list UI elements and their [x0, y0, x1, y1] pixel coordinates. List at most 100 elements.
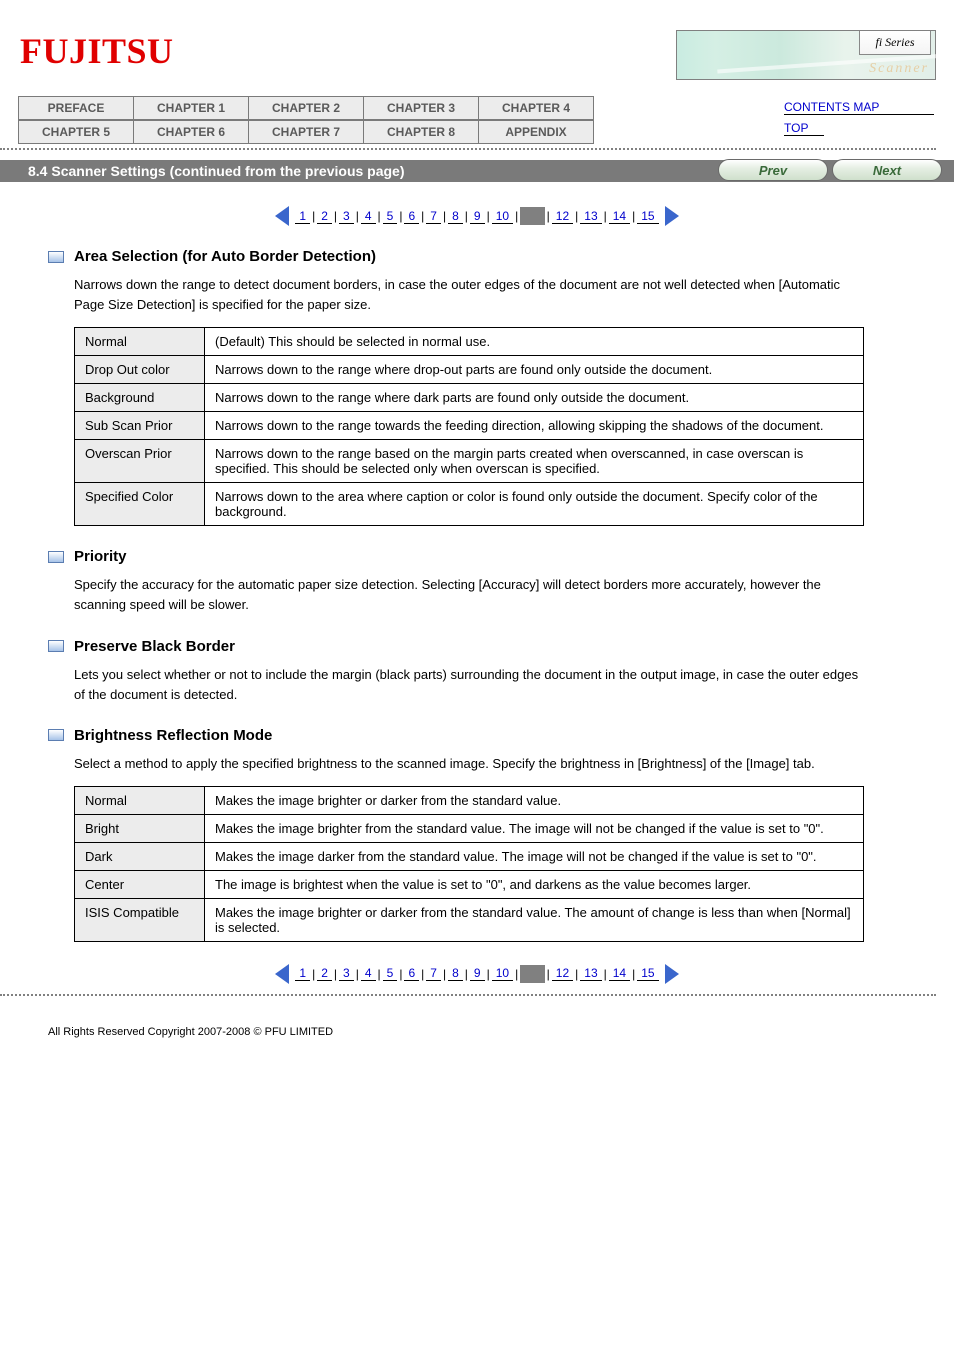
row-value: (Default) This should be selected in nor…: [205, 328, 864, 356]
pager-page-5[interactable]: 5: [383, 966, 398, 981]
pager-page-9[interactable]: 9: [470, 209, 485, 224]
pager-page-3[interactable]: 3: [339, 966, 354, 981]
pager-separator: |: [602, 967, 609, 981]
pager-page-14[interactable]: 14: [609, 966, 630, 981]
pager-page-2[interactable]: 2: [317, 209, 332, 224]
tab-chapter-2[interactable]: CHAPTER 2: [248, 96, 364, 120]
pager-page-15[interactable]: 15: [637, 966, 658, 981]
pager-separator: |: [630, 967, 637, 981]
pager-next-icon[interactable]: [665, 206, 679, 226]
pager-page-13[interactable]: 13: [580, 209, 601, 224]
fi-series-scanner-text: Scanner: [869, 61, 929, 77]
pager-page-5[interactable]: 5: [383, 209, 398, 224]
pager-separator: |: [419, 209, 426, 223]
tab-chapter-7[interactable]: CHAPTER 7: [248, 120, 364, 144]
tab-chapter-6[interactable]: CHAPTER 6: [133, 120, 249, 144]
row-key: Bright: [75, 814, 205, 842]
table-row: BrightMakes the image brighter from the …: [75, 814, 864, 842]
tab-chapter-1[interactable]: CHAPTER 1: [133, 96, 249, 120]
table-row: BackgroundNarrows down to the range wher…: [75, 384, 864, 412]
pager-page-4[interactable]: 4: [361, 966, 376, 981]
section-title: Priority: [74, 548, 127, 565]
pager-separator: |: [573, 967, 580, 981]
pager-separator: |: [485, 209, 492, 223]
pager-prev-icon[interactable]: [275, 964, 289, 984]
copyright-footer: All Rights Reserved Copyright 2007-2008 …: [48, 1026, 954, 1038]
tab-chapter-3[interactable]: CHAPTER 3: [363, 96, 479, 120]
pager-page-1[interactable]: 1: [295, 209, 310, 224]
table-row: Sub Scan PriorNarrows down to the range …: [75, 412, 864, 440]
pager-separator: |: [376, 967, 383, 981]
pager-separator: |: [602, 209, 609, 223]
pager-separator: |: [441, 967, 448, 981]
row-value: Narrows down to the range where dark par…: [205, 384, 864, 412]
pager-page-12[interactable]: 12: [552, 966, 573, 981]
pager-separator: |: [419, 967, 426, 981]
pager-next-icon[interactable]: [665, 964, 679, 984]
tab-preface[interactable]: PREFACE: [18, 96, 134, 120]
pager-page-12[interactable]: 12: [552, 209, 573, 224]
toc-links: CONTENTS MAP TOP: [784, 100, 934, 142]
pager-bottom: 1|2|3|4|5|6|7|8|9|10|11|12|13|14|15: [97, 964, 857, 984]
row-value: Narrows down to the range based on the m…: [205, 440, 864, 483]
table-row: CenterThe image is brightest when the va…: [75, 870, 864, 898]
row-key: Sub Scan Prior: [75, 412, 205, 440]
pager-page-8[interactable]: 8: [448, 209, 463, 224]
table-row: DarkMakes the image darker from the stan…: [75, 842, 864, 870]
pager-separator: |: [463, 967, 470, 981]
row-key: Center: [75, 870, 205, 898]
pager-separator: |: [463, 209, 470, 223]
row-key: Background: [75, 384, 205, 412]
pager-page-8[interactable]: 8: [448, 966, 463, 981]
prev-button[interactable]: Prev: [718, 159, 828, 181]
row-value: Narrows down to the area where caption o…: [205, 483, 864, 526]
row-value: Narrows down to the range towards the fe…: [205, 412, 864, 440]
section-priority: Priority Specify the accuracy for the au…: [48, 548, 868, 615]
pager-page-13[interactable]: 13: [580, 966, 601, 981]
pager-page-4[interactable]: 4: [361, 209, 376, 224]
pager-page-10[interactable]: 10: [492, 966, 513, 981]
link-top[interactable]: TOP: [784, 121, 824, 136]
table-brightness-mode: NormalMakes the image brighter or darker…: [74, 786, 864, 942]
section-title: Area Selection (for Auto Border Detectio…: [74, 248, 376, 265]
pager-page-6[interactable]: 6: [404, 966, 419, 981]
row-key: Drop Out color: [75, 356, 205, 384]
row-key: Specified Color: [75, 483, 205, 526]
pager-page-1[interactable]: 1: [295, 966, 310, 981]
pager-separator: |: [310, 967, 317, 981]
bullet-icon: [48, 729, 64, 741]
tab-chapter-4[interactable]: CHAPTER 4: [478, 96, 594, 120]
table-row: Specified ColorNarrows down to the area …: [75, 483, 864, 526]
pager-page-7[interactable]: 7: [426, 209, 441, 224]
pager-page-6[interactable]: 6: [404, 209, 419, 224]
row-value: Narrows down to the range where drop-out…: [205, 356, 864, 384]
tab-chapter-5[interactable]: CHAPTER 5: [18, 120, 134, 144]
pager-page-2[interactable]: 2: [317, 966, 332, 981]
row-value: Makes the image darker from the standard…: [205, 842, 864, 870]
pager-top: 1|2|3|4|5|6|7|8|9|10|11|12|13|14|15: [97, 206, 857, 226]
pager-page-7[interactable]: 7: [426, 966, 441, 981]
pager-page-3[interactable]: 3: [339, 209, 354, 224]
table-row: NormalMakes the image brighter or darker…: [75, 786, 864, 814]
pager-separator: |: [332, 209, 339, 223]
fi-series-badge: fi Series: [859, 31, 931, 55]
tab-chapter-8[interactable]: CHAPTER 8: [363, 120, 479, 144]
pager-page-15[interactable]: 15: [637, 209, 658, 224]
titlebar-row: 8.4 Scanner Settings (continued from the…: [0, 160, 954, 184]
link-contents-map[interactable]: CONTENTS MAP: [784, 100, 934, 115]
pager-page-10[interactable]: 10: [492, 209, 513, 224]
pager-separator: |: [545, 209, 552, 223]
pager-separator: |: [354, 209, 361, 223]
next-button[interactable]: Next: [832, 159, 942, 181]
row-value: Makes the image brighter from the standa…: [205, 814, 864, 842]
pager-prev-icon[interactable]: [275, 206, 289, 226]
tab-appendix[interactable]: APPENDIX: [478, 120, 594, 144]
divider-top: [0, 148, 936, 150]
row-key: Dark: [75, 842, 205, 870]
row-key: Overscan Prior: [75, 440, 205, 483]
row-value: The image is brightest when the value is…: [205, 870, 864, 898]
section-body: Lets you select whether or not to includ…: [74, 665, 868, 705]
pager-page-9[interactable]: 9: [470, 966, 485, 981]
pager-separator: |: [310, 209, 317, 223]
pager-page-14[interactable]: 14: [609, 209, 630, 224]
